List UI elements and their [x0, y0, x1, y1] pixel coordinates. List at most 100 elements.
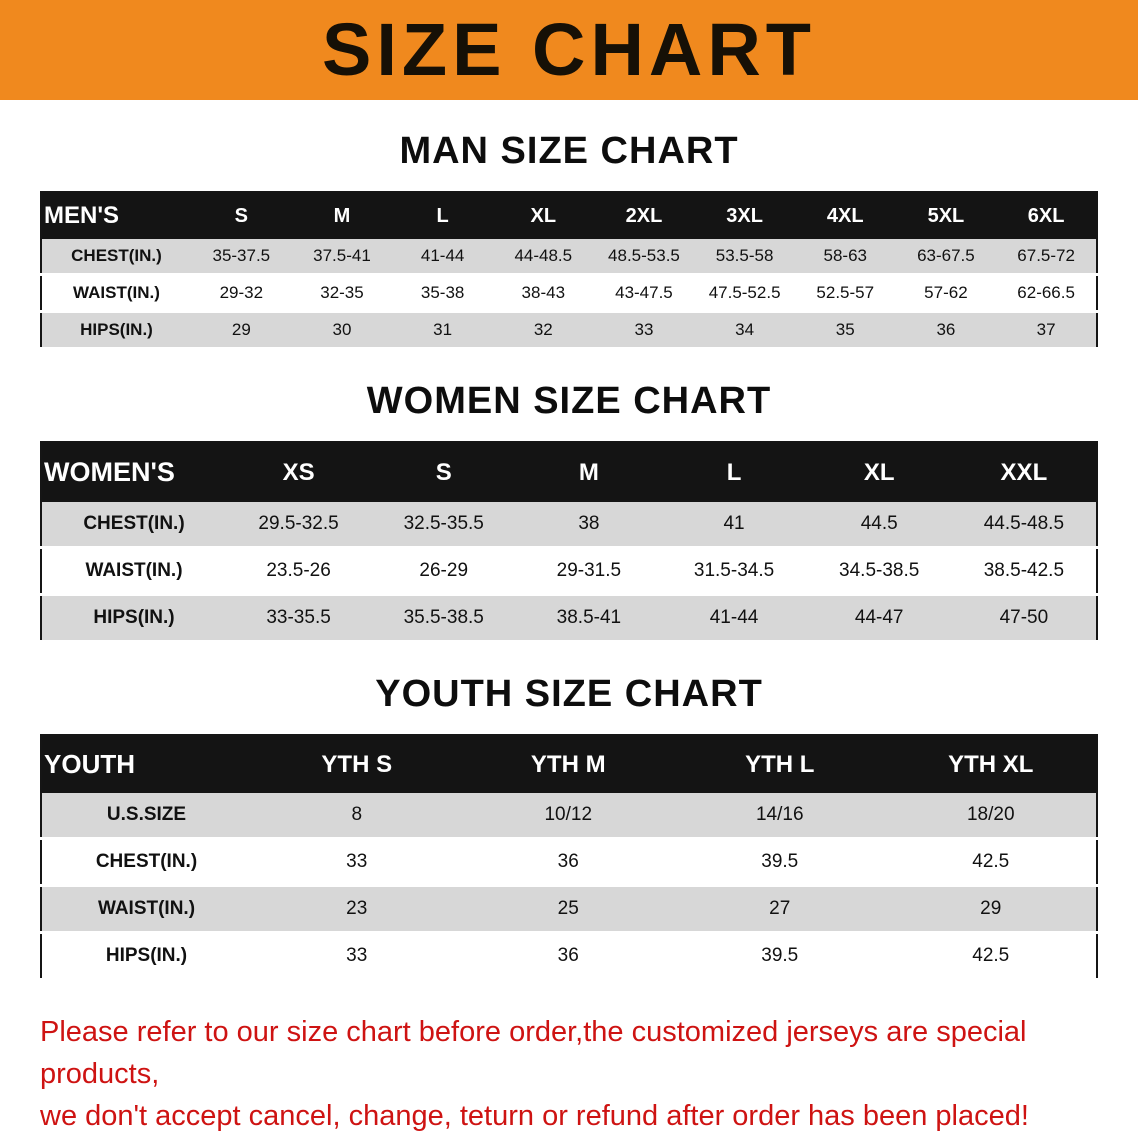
- women-header-row: WOMEN'S XS S M L XL XXL: [41, 442, 1097, 502]
- men-size-column-header: XL: [492, 192, 594, 239]
- men-row-label: HIPS(IN.): [80, 320, 153, 339]
- youth-table-cell: 8: [351, 804, 363, 825]
- men-size-column-header: S: [191, 192, 292, 239]
- youth-table-cell: 29: [980, 898, 1002, 919]
- women-table-cell: 44-47: [854, 607, 904, 628]
- youth-table-cell: 33: [346, 851, 368, 872]
- women-size-column-header: XL: [806, 442, 952, 502]
- men-table-cell: 35-37.5: [212, 246, 271, 265]
- women-table-cell: 35.5-38.5: [403, 607, 484, 628]
- youth-table-cell: 25: [557, 898, 579, 919]
- men-section-heading: MAN SIZE CHART: [399, 130, 739, 172]
- men-table-cell: 53.5-58: [715, 246, 774, 265]
- size-chart-banner: SIZE CHART: [0, 0, 1138, 100]
- youth-table-row: U.S.SIZE 8 10/12 14/16 18/20: [41, 793, 1097, 839]
- youth-size-column-header: YTH XL: [885, 735, 1097, 793]
- youth-row-label: HIPS(IN.): [105, 945, 188, 966]
- youth-table-cell: 27: [769, 898, 791, 919]
- men-table-cell: 34: [735, 320, 755, 339]
- women-table-cell: 38.5-42.5: [983, 560, 1065, 581]
- men-table-row: HIPS(IN.) 29 30 31 32 33 34 35 36 37: [41, 311, 1097, 349]
- women-section-heading: WOMEN SIZE CHART: [366, 380, 772, 422]
- men-table-cell: 43-47.5: [615, 283, 673, 302]
- men-row-label: WAIST(IN.): [73, 283, 160, 302]
- women-table-cell: 32.5-35.5: [403, 513, 484, 534]
- youth-table-cell: 36: [557, 945, 579, 966]
- women-table-cell: 44.5: [860, 513, 898, 534]
- women-table-row: HIPS(IN.) 33-35.5 35.5-38.5 38.5-41 41-44 44-…: [41, 594, 1097, 642]
- women-table-cell: 41-44: [709, 607, 759, 628]
- women-table-cell: 29-31.5: [556, 560, 622, 581]
- banner-title: SIZE CHART: [322, 8, 816, 91]
- women-table-cell: 38.5-41: [556, 607, 622, 628]
- youth-row-label: CHEST(IN.): [95, 851, 198, 872]
- women-table-cell: 44.5-48.5: [983, 513, 1065, 534]
- youth-table-cell: 42.5: [972, 945, 1010, 966]
- women-section: WOMEN SIZE CHART WOMEN'S XS S M L XL XXL CHEST(…: [0, 380, 1138, 643]
- footer-note: Please refer to our size chart before or…: [40, 1011, 1100, 1137]
- youth-size-column-header: YTH L: [674, 735, 886, 793]
- women-table-cell: 26-29: [419, 560, 469, 581]
- men-section: MAN SIZE CHART MEN'S S M L XL 2XL 3XL 4XL 5XL 6XL…: [0, 130, 1138, 350]
- men-size-column-header: 2XL: [593, 192, 695, 239]
- men-table-title: MEN'S: [41, 192, 191, 239]
- men-table-cell: 57-62: [924, 283, 968, 302]
- men-table-cell: 67.5-72: [1017, 246, 1075, 265]
- women-table-cell: 33-35.5: [266, 607, 331, 628]
- youth-table-row: CHEST(IN.) 33 36 39.5 42.5: [41, 838, 1097, 886]
- women-table-cell: 31.5-34.5: [693, 560, 775, 581]
- footer-note-line2: we don't accept cancel, change, teturn o…: [40, 1100, 1029, 1133]
- men-header-row: MEN'S S M L XL 2XL 3XL 4XL 5XL 6XL: [41, 192, 1097, 239]
- men-table-cell: 29: [231, 320, 251, 339]
- men-table-cell: 35: [835, 320, 855, 339]
- youth-table-cell: 10/12: [544, 804, 593, 825]
- women-table-cell: 38: [578, 513, 600, 534]
- men-table-cell: 47.5-52.5: [708, 283, 781, 302]
- men-table-cell: 58-63: [823, 246, 867, 265]
- men-size-column-header: 4XL: [794, 192, 896, 239]
- women-size-table: WOMEN'S XS S M L XL XXL CHEST(IN.) 29.5-32.5 32.5…: [40, 441, 1098, 643]
- men-size-column-header: 5XL: [895, 192, 997, 239]
- youth-table-cell: 33: [346, 945, 368, 966]
- youth-table-cell: 39.5: [761, 851, 799, 872]
- youth-header-row: YOUTH YTH S YTH M YTH L YTH XL: [41, 735, 1097, 793]
- youth-table-title: YOUTH: [41, 735, 251, 793]
- women-table-row: WAIST(IN.) 23.5-26 26-29 29-31.5 31.5-34.5 34…: [41, 547, 1097, 595]
- footer-note-line1: Please refer to our size chart before or…: [40, 1016, 1027, 1091]
- youth-size-column-header: YTH S: [251, 735, 463, 793]
- youth-table-cell: 39.5: [761, 945, 799, 966]
- youth-section: YOUTH SIZE CHART YOUTH YTH S YTH M YTH L YTH…: [0, 673, 1138, 981]
- youth-table-cell: 18/20: [966, 804, 1015, 825]
- women-table-row: CHEST(IN.) 29.5-32.5 32.5-35.5 38 41 44.5 44.5…: [41, 502, 1097, 548]
- youth-size-column-header: YTH M: [462, 735, 674, 793]
- youth-table-row: WAIST(IN.) 23 25 27 29: [41, 885, 1097, 933]
- men-table-cell: 44-48.5: [514, 246, 573, 265]
- youth-table-cell: 14/16: [755, 804, 804, 825]
- men-size-column-header: M: [291, 192, 393, 239]
- men-table-cell: 38-43: [521, 283, 566, 302]
- women-size-column-header: M: [516, 442, 662, 502]
- men-table-cell: 48.5-53.5: [608, 246, 680, 265]
- youth-table-row: HIPS(IN.) 33 36 39.5 42.5: [41, 932, 1097, 980]
- youth-size-table: YOUTH YTH S YTH M YTH L YTH XL U.S.SIZE 8 10/12…: [40, 734, 1098, 981]
- women-table-title: WOMEN'S: [41, 442, 226, 502]
- men-table-cell: 62-66.5: [1017, 283, 1075, 302]
- women-table-cell: 34.5-38.5: [839, 560, 920, 581]
- men-table-cell: 30: [332, 320, 352, 339]
- women-size-column-header: XS: [226, 442, 372, 502]
- men-table-cell: 35-38: [420, 283, 465, 302]
- women-size-column-header: XXL: [951, 442, 1097, 502]
- youth-table-cell: 42.5: [972, 851, 1010, 872]
- youth-row-label: WAIST(IN.): [97, 898, 196, 919]
- men-table-cell: 37.5-41: [313, 246, 371, 265]
- men-table-cell: 31: [433, 320, 453, 339]
- youth-section-heading: YOUTH SIZE CHART: [375, 673, 763, 715]
- women-size-column-header: L: [661, 442, 807, 502]
- women-row-label: HIPS(IN.): [93, 607, 175, 628]
- men-size-column-header: 3XL: [694, 192, 795, 239]
- men-row-label: CHEST(IN.): [71, 246, 162, 265]
- men-size-column-header: 6XL: [996, 192, 1097, 239]
- men-table-cell: 52.5-57: [816, 283, 875, 302]
- men-size-column-header: L: [392, 192, 493, 239]
- men-table-row: WAIST(IN.) 29-32 32-35 35-38 38-43 43-47.5 47.…: [41, 274, 1097, 312]
